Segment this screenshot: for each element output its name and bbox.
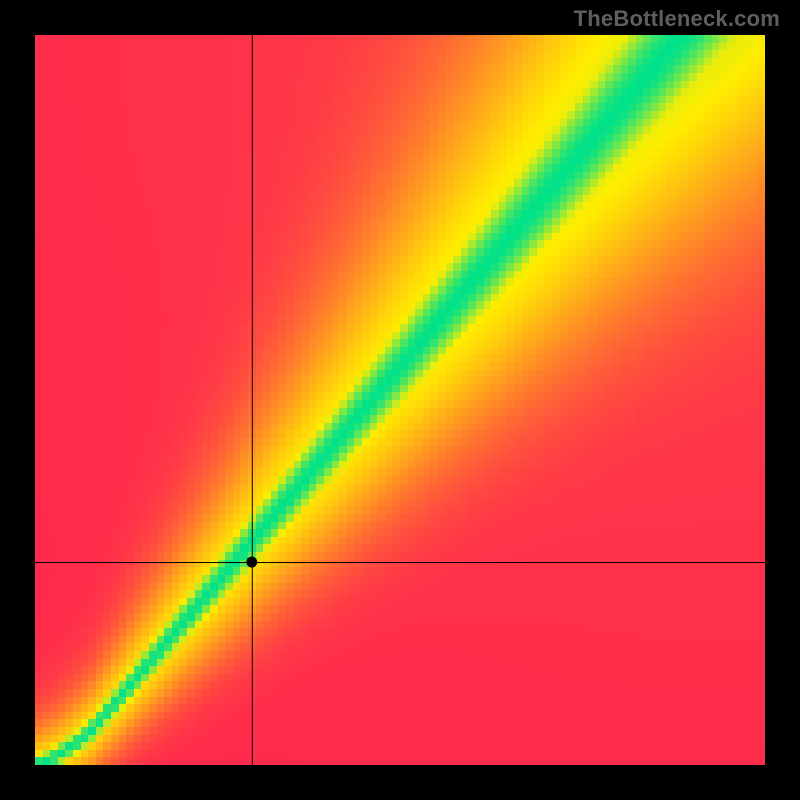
watermark-text: TheBottleneck.com	[574, 6, 780, 32]
chart-container: TheBottleneck.com	[0, 0, 800, 800]
bottleneck-heatmap	[0, 0, 800, 800]
